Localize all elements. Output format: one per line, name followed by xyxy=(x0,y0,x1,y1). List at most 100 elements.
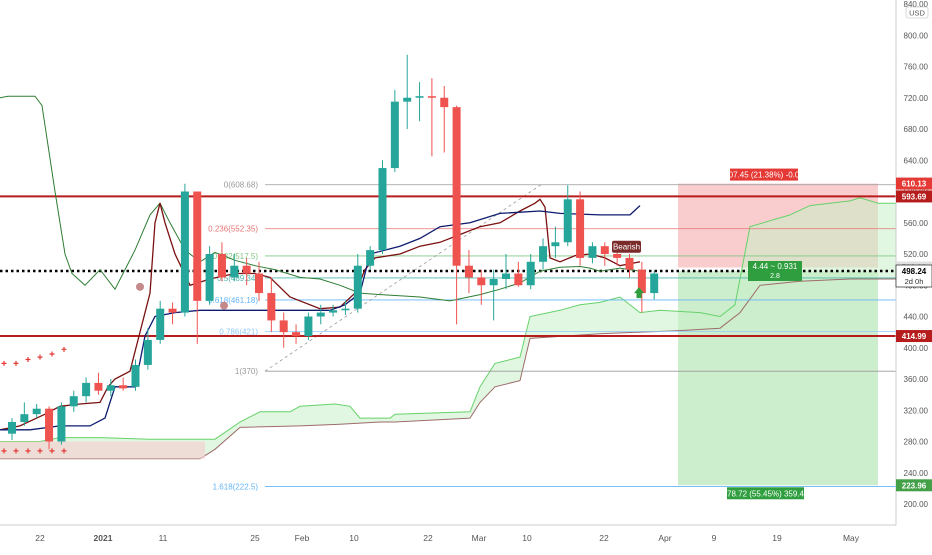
bearish-candle xyxy=(94,382,103,391)
fib-level-label: 0.786(421) xyxy=(219,327,258,336)
x-tick-label: 25 xyxy=(250,533,260,543)
y-tick-label: 560.00 xyxy=(904,219,929,228)
time-axis-bg xyxy=(0,525,896,550)
bullish-candle xyxy=(106,385,115,391)
bullish-candle xyxy=(366,250,375,266)
profit-label: 278.72 (55.45%) 359.49 xyxy=(723,489,809,498)
x-tick-label: May xyxy=(843,533,860,543)
price-tag-current: 498.24 xyxy=(902,267,927,276)
fib-level-label: 0(608.68) xyxy=(224,181,259,190)
signal-circle xyxy=(220,301,228,310)
y-tick-label: 520.00 xyxy=(904,250,929,259)
ratio-label: 4.44 ~ 0.931 xyxy=(753,262,798,271)
fib-level-label: 0.236(552.35) xyxy=(208,225,258,234)
bullish-candle xyxy=(156,308,165,340)
bullish-candle xyxy=(180,191,189,313)
y-tick-label: 800.00 xyxy=(904,31,929,40)
bearish-candle xyxy=(464,265,473,278)
bearish-label-box xyxy=(612,240,641,253)
bearish-candle xyxy=(193,191,202,301)
x-tick-label: 22 xyxy=(599,533,609,543)
ratio-sub-label: 2.8 xyxy=(770,273,780,280)
x-tick-label: 10 xyxy=(522,533,532,543)
bearish-candle xyxy=(613,254,622,258)
bearish-candle xyxy=(625,257,634,270)
bearish-candle xyxy=(600,246,609,254)
price-tag-415: 414.99 xyxy=(902,332,927,341)
take-profit-zone xyxy=(678,271,878,486)
psar-dot xyxy=(13,360,19,366)
bullish-candle xyxy=(526,261,535,286)
bearish-candle xyxy=(279,320,288,333)
fib-level-label: 1.618(222.5) xyxy=(213,482,259,491)
bullish-candle xyxy=(539,246,548,262)
y-tick-label: 760.00 xyxy=(904,63,929,72)
x-tick-label: Mar xyxy=(472,533,487,543)
bearish-candle xyxy=(119,385,128,389)
price-tag-415-bg xyxy=(896,330,932,343)
psar-dot xyxy=(61,448,67,454)
bullish-candle xyxy=(82,382,91,397)
bearish-candle xyxy=(440,97,449,108)
psar-dot xyxy=(25,448,31,454)
x-tick-label: Apr xyxy=(658,533,671,543)
bearish-candle xyxy=(637,269,646,294)
bullish-candle xyxy=(502,273,510,279)
chikou-span-line xyxy=(0,95,641,302)
price-tag-593-bg xyxy=(896,190,932,203)
psar-dot xyxy=(1,448,7,454)
price-tag-610-bg xyxy=(896,177,932,190)
bullish-candle xyxy=(8,421,16,434)
bearish-candle xyxy=(168,308,177,313)
fib-level-label: 0.618(461.18) xyxy=(208,296,258,305)
x-tick-label: 22 xyxy=(423,533,433,543)
y-tick-label: 320.00 xyxy=(904,406,929,415)
bearish-candle xyxy=(45,408,54,442)
x-tick-label: 2021 xyxy=(94,533,113,543)
bullish-candle xyxy=(329,310,338,313)
bullish-candle xyxy=(415,96,424,98)
bearish-candle xyxy=(267,293,276,321)
x-tick-label: 11 xyxy=(159,533,168,543)
y-tick-label: 200.00 xyxy=(904,500,929,509)
psar-dot xyxy=(37,354,43,360)
psar-dot xyxy=(25,356,31,362)
bearish-candle xyxy=(576,199,585,258)
bullish-candle xyxy=(32,408,41,415)
psar-dot xyxy=(49,448,55,454)
price-tag-224-bg xyxy=(896,479,932,492)
signal-circle xyxy=(136,282,144,291)
x-tick-label: 9 xyxy=(712,533,717,543)
bullish-candle xyxy=(563,199,572,243)
y-tick-label: 640.00 xyxy=(904,156,929,165)
bullish-candle xyxy=(69,396,78,407)
bearish-candle xyxy=(242,265,251,274)
bullish-candle xyxy=(650,273,659,294)
bullish-candle xyxy=(403,97,412,102)
price-tag-current-bg xyxy=(895,264,932,288)
psar-dot xyxy=(37,448,43,454)
bullish-candle xyxy=(230,265,239,278)
y-tick-label: 840.00 xyxy=(904,0,929,9)
x-tick-label: 19 xyxy=(772,533,782,543)
price-tag-224: 223.96 xyxy=(902,481,927,490)
bullish-candle xyxy=(551,242,560,247)
x-tick-label: 22 xyxy=(35,533,45,543)
loss-label: 107.45 (21.38%) -0.04 xyxy=(724,171,804,180)
fib-level-label: 0.382(517.5) xyxy=(213,252,259,261)
currency-label: USD xyxy=(909,9,925,18)
fib-level-label: 0.5(489.34) xyxy=(217,274,258,283)
bullish-candle xyxy=(588,246,597,258)
bearish-label: Bearish xyxy=(613,243,640,252)
bearish-candle xyxy=(217,254,226,278)
y-tick-label: 720.00 xyxy=(904,94,929,103)
y-tick-label: 680.00 xyxy=(904,125,929,134)
bearish-candle xyxy=(452,107,461,266)
bullish-candle xyxy=(205,254,214,301)
bullish-candle xyxy=(316,312,325,317)
bullish-candle xyxy=(489,279,498,286)
bearish-candle xyxy=(427,96,436,98)
bullish-candle xyxy=(353,265,362,309)
